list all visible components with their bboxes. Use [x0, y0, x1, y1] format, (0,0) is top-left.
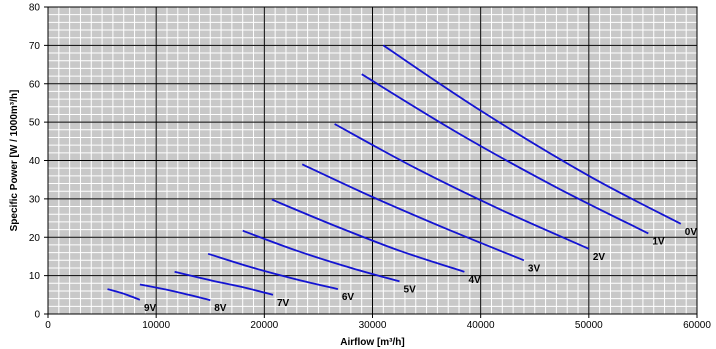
series-line-1v	[361, 73, 649, 235]
series-line-0v	[382, 44, 682, 225]
series-label-1v: 1V	[652, 236, 665, 247]
series-label-5v: 5V	[404, 284, 417, 295]
series-line-4v	[271, 198, 465, 273]
series-label-9v: 9V	[144, 303, 157, 314]
y-axis-ticks: 0 10 20 30 40 50 60 70 80	[29, 3, 48, 321]
x-tick-label: 50000	[575, 320, 603, 331]
y-tick-label: 60	[29, 79, 41, 90]
x-tick-label: 20000	[250, 320, 278, 331]
y-tick-label: 70	[29, 41, 41, 52]
y-tick-label: 80	[29, 3, 41, 14]
series-line-6v	[207, 252, 339, 290]
y-tick-label: 0	[34, 310, 40, 321]
series-label-4v: 4V	[468, 275, 481, 286]
series-label-2v: 2V	[593, 252, 606, 263]
y-tick-label: 10	[29, 271, 41, 282]
series-label-6v: 6V	[342, 292, 355, 303]
x-axis-ticks: 0 10000 20000 30000 40000 50000 60000	[45, 314, 711, 331]
x-axis-title: Airflow [m³/h]	[340, 337, 404, 348]
series-line-3v	[301, 163, 525, 262]
x-tick-label: 0	[45, 320, 51, 331]
series-line-2v	[334, 123, 590, 250]
series-label-3v: 3V	[528, 263, 541, 274]
y-tick-label: 30	[29, 194, 41, 205]
series-line-9v	[107, 288, 141, 301]
series-lines	[107, 44, 682, 302]
x-tick-label: 40000	[467, 320, 495, 331]
series-line-7v	[174, 270, 274, 296]
x-tick-label: 60000	[683, 320, 711, 331]
series-labels: 0V 1V 2V 3V 4V 5V 6V 7V 8V 9V	[144, 227, 697, 314]
y-tick-label: 20	[29, 233, 41, 244]
series-line-5v	[242, 229, 400, 283]
x-tick-label: 10000	[142, 320, 170, 331]
y-tick-label: 40	[29, 156, 41, 167]
series-label-8v: 8V	[214, 303, 227, 314]
y-tick-label: 50	[29, 118, 41, 129]
series-label-0v: 0V	[685, 227, 698, 238]
x-tick-label: 30000	[359, 320, 387, 331]
series-label-7v: 7V	[277, 298, 290, 309]
series-line-8v	[139, 283, 211, 302]
y-axis-title: Specific Power [W / 1000m³/h]	[9, 90, 20, 232]
